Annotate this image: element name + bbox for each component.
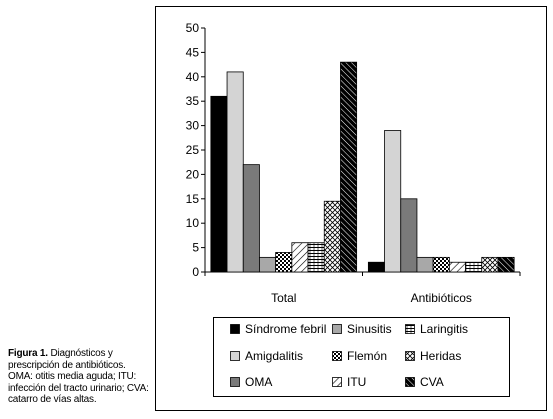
bar-0-1 <box>226 71 244 273</box>
bar-0-4 <box>275 252 293 273</box>
y-tick-label: 40 <box>186 70 200 84</box>
y-tick-label: 50 <box>186 21 200 35</box>
legend-swatch <box>230 324 240 334</box>
bar-0-0 <box>210 95 228 273</box>
y-tick-label: 30 <box>186 119 200 133</box>
legend-swatch <box>405 351 415 361</box>
legend-label: Sinusitis <box>347 322 392 336</box>
y-tick-label: 25 <box>186 143 200 157</box>
bar-1-5 <box>448 261 466 273</box>
caption-abbreviations: OMA: otitis media aguda; ITU: infección … <box>8 371 149 405</box>
legend-swatch <box>332 351 342 361</box>
y-tick-label: 20 <box>186 167 200 181</box>
bar-1-0 <box>367 261 385 273</box>
legend-swatch <box>405 377 415 387</box>
caption-title-rest: Diagnósticos y prescripción de antibióti… <box>8 348 126 371</box>
legend-label: Síndrome febril <box>245 322 327 336</box>
bar-0-7 <box>323 200 341 273</box>
bar-0-6 <box>307 242 325 273</box>
y-tick-label: 45 <box>186 45 200 59</box>
chart-legend: Síndrome febril Sinusitis Laringitis Amigda… <box>213 317 510 397</box>
y-tick-label: 35 <box>186 94 200 108</box>
legend-label: Amigdalitis <box>245 349 304 363</box>
bar-0-3 <box>259 256 277 273</box>
bar-0-8 <box>340 61 358 273</box>
legend-swatch <box>405 324 415 334</box>
bar-0-2 <box>242 164 260 273</box>
y-tick-label: 15 <box>186 192 200 206</box>
y-tick-label: 5 <box>192 241 199 255</box>
legend-label: Flemón <box>347 349 388 363</box>
caption-title: Figura 1. <box>8 348 48 359</box>
legend-label: Heridas <box>420 349 462 363</box>
bar-1-1 <box>384 130 402 273</box>
bar-1-3 <box>416 256 434 273</box>
bar-1-8 <box>497 256 515 273</box>
legend-label: Laringitis <box>420 322 469 336</box>
legend-swatch <box>230 351 240 361</box>
y-tick-label: 0 <box>192 265 199 279</box>
chart-frame <box>155 6 547 411</box>
figure-caption: Figura 1. Diagnósticos y prescripción de… <box>8 348 150 406</box>
legend-swatch <box>332 377 342 387</box>
legend-label: ITU <box>347 375 367 389</box>
legend-swatch <box>230 377 240 387</box>
y-tick-label: 10 <box>186 216 200 230</box>
legend-label: OMA <box>245 375 273 389</box>
bar-1-7 <box>481 256 499 273</box>
legend-swatch <box>332 324 342 334</box>
bar-0-5 <box>291 242 309 273</box>
bar-1-2 <box>400 198 418 273</box>
legend-label: CVA <box>420 375 444 389</box>
x-category-label: Total <box>271 291 296 305</box>
x-category-label: Antibióticos <box>411 291 472 305</box>
bar-1-4 <box>432 256 450 273</box>
bar-1-6 <box>465 261 483 273</box>
